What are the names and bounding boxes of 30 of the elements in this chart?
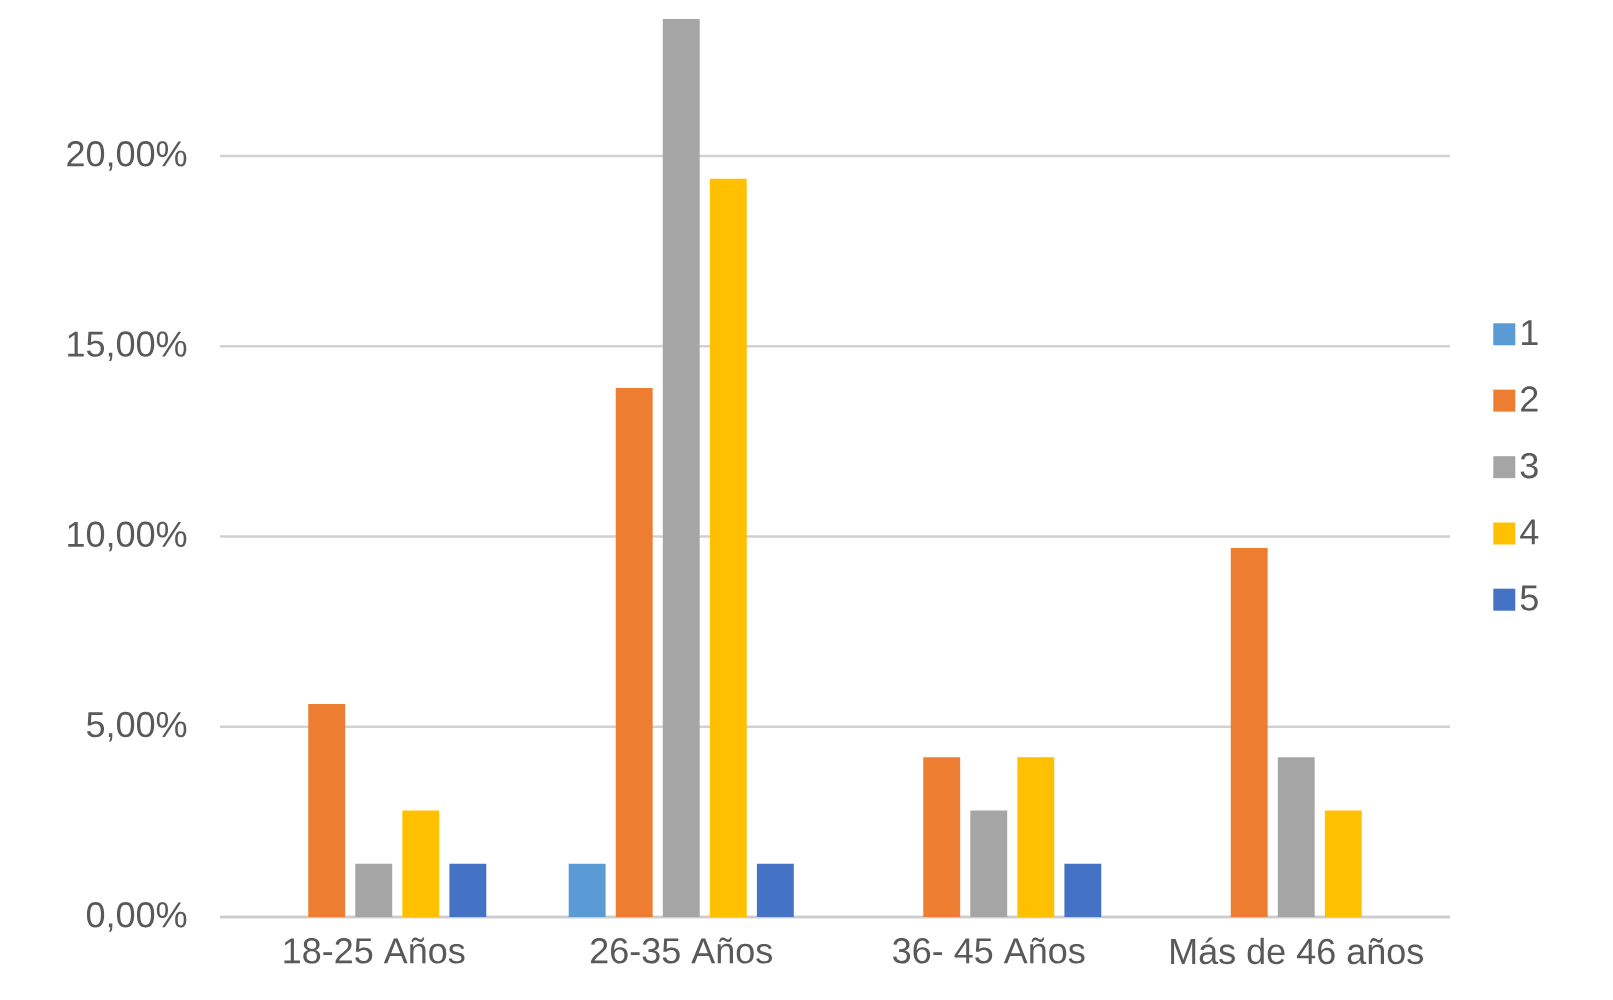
legend-label: 5 xyxy=(1520,585,1538,611)
bar xyxy=(756,863,794,917)
bar xyxy=(615,388,653,917)
x-tick-label: 18-25 Años xyxy=(284,937,465,964)
y-tick-label: 10,00% xyxy=(68,521,187,552)
y-tick-label: 0,00% xyxy=(86,902,187,932)
bar xyxy=(662,18,700,917)
bar xyxy=(355,863,393,917)
bar xyxy=(1230,547,1268,917)
x-tick-label: 26-35 Años xyxy=(591,937,772,964)
legend-label: 3 xyxy=(1520,452,1538,479)
bar xyxy=(308,703,346,917)
bar xyxy=(1277,757,1315,917)
bar xyxy=(923,757,961,917)
bar xyxy=(970,810,1008,917)
bar xyxy=(709,178,747,917)
y-tick-label: 15,00% xyxy=(68,331,187,362)
legend-label: 2 xyxy=(1521,386,1538,412)
bar xyxy=(449,863,487,917)
x-tick-label: 36- 45 Años xyxy=(893,937,1085,964)
bar xyxy=(568,863,606,917)
y-tick-label: 20,00% xyxy=(67,141,187,171)
bar xyxy=(1324,810,1362,917)
x-tick-label: Más de 46 años xyxy=(1171,937,1423,965)
y-tick-label: 5,00% xyxy=(86,711,187,742)
bar xyxy=(402,810,440,917)
legend-label: 1 xyxy=(1522,320,1538,345)
bar xyxy=(1064,863,1102,917)
legend-label: 4 xyxy=(1520,519,1539,545)
bar xyxy=(1017,757,1055,917)
